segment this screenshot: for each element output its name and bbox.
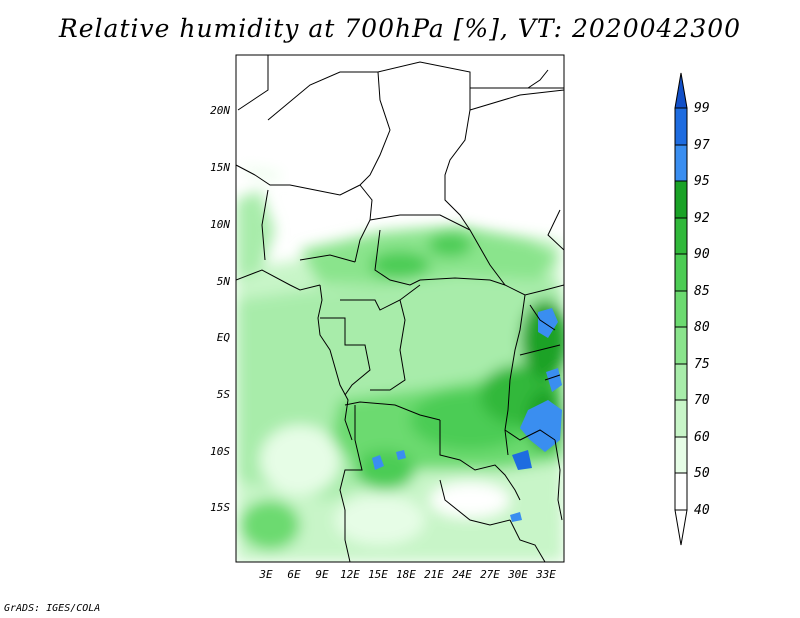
lat-label-eq: EQ — [217, 331, 231, 344]
lon-label-9e: 9E — [315, 568, 329, 581]
colorbar-label-90: 90 — [694, 247, 710, 262]
lon-label-21e: 21E — [424, 568, 444, 581]
political-borders — [236, 55, 564, 562]
map-title: Relative humidity at 700hPa [%], VT: 202… — [58, 14, 742, 43]
lon-label-15e: 15E — [368, 568, 388, 581]
colorbar-label-40: 40 — [694, 503, 710, 518]
humidity-field — [236, 55, 564, 562]
lat-label-15s: 15S — [210, 501, 230, 514]
colorbar-label-97: 97 — [694, 138, 710, 153]
colorbar-label-80: 80 — [694, 320, 710, 335]
colorbar-label-85: 85 — [694, 284, 710, 299]
longitude-axis: 3E 6E 9E 12E 15E 18E 21E 24E 27E 30E 33E — [258, 568, 556, 581]
colorbar-max-arrow — [674, 72, 688, 109]
lat-label-15n: 15N — [210, 161, 230, 174]
lon-label-30e: 30E — [507, 568, 528, 581]
lon-label-24e: 24E — [452, 568, 472, 581]
colorbar-bin-60-70 — [674, 399, 688, 438]
latitude-axis: 20N 15N 10N 5N EQ 5S 10S 15S — [210, 104, 230, 514]
colorbar-label-75: 75 — [694, 357, 710, 372]
colorbar-bin-97-99 — [674, 107, 688, 146]
colorbar-bin-95-97 — [674, 144, 688, 182]
colorbar-bin-90-92 — [674, 217, 688, 255]
colorbar: 40 50 60 70 75 80 85 90 92 95 97 99 — [674, 72, 710, 546]
colorbar-label-95: 95 — [694, 174, 710, 189]
lat-label-5s: 5S — [217, 388, 231, 401]
lat-label-5n: 5N — [217, 275, 231, 288]
colorbar-bin-40-50 — [674, 472, 688, 511]
colorbar-label-50: 50 — [694, 466, 710, 481]
map-frame — [235, 54, 565, 563]
lat-label-10n: 10N — [210, 218, 230, 231]
colorbar-bin-92-95 — [674, 180, 688, 219]
colorbar-bin-70-75 — [674, 363, 688, 401]
lon-label-18e: 18E — [396, 568, 416, 581]
colorbar-label-92: 92 — [694, 211, 710, 226]
lat-label-10s: 10S — [210, 445, 230, 458]
colorbar-min-arrow — [674, 509, 688, 546]
colorbar-bin-50-60 — [674, 436, 688, 474]
colorbar-bin-85-90 — [674, 253, 688, 292]
colorbar-bin-75-80 — [674, 326, 688, 365]
grads-credit: GrADS: IGES/COLA — [4, 603, 101, 614]
colorbar-label-99: 99 — [694, 101, 710, 116]
lon-label-3e: 3E — [258, 568, 273, 581]
colorbar-label-60: 60 — [694, 430, 710, 445]
colorbar-label-70: 70 — [694, 393, 710, 408]
lon-label-33e: 33E — [535, 568, 556, 581]
colorbar-bin-80-85 — [674, 290, 688, 328]
lon-label-6e: 6E — [287, 568, 301, 581]
lon-label-27e: 27E — [480, 568, 500, 581]
lon-label-12e: 12E — [340, 568, 360, 581]
lat-label-20n: 20N — [210, 104, 230, 117]
